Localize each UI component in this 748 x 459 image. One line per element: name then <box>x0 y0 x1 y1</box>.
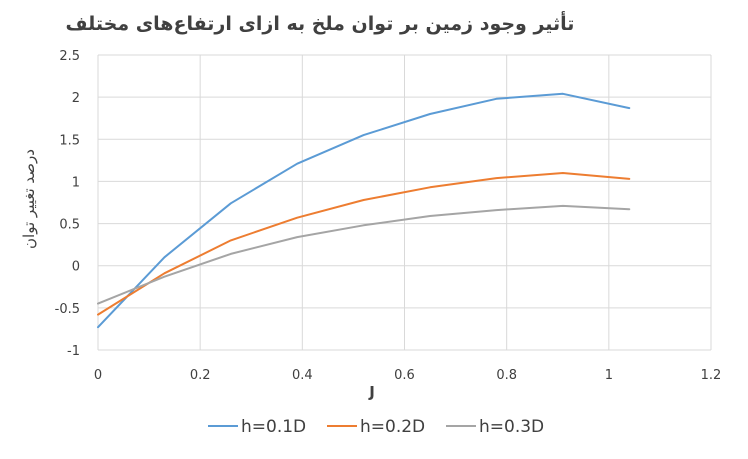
series-line-3 <box>97 204 631 305</box>
y-axis-label: درصد تغییر توان <box>20 149 38 249</box>
y-tick-label: 0.5 <box>59 218 80 233</box>
x-tick-label: 0.2 <box>190 368 211 383</box>
y-tick-label: 0 <box>72 260 80 275</box>
y-tick-label: 1.5 <box>59 133 80 148</box>
y-tick-label: -0.5 <box>55 302 80 317</box>
axes: 0 0.2 0.4 0.6 0.8 1 1.2 -1 -0.5 0 0.5 1 1.5 2 2.5 <box>55 49 722 383</box>
x-tick-label: 0.4 <box>292 368 313 383</box>
x-tick-label: 1.2 <box>701 368 722 383</box>
y-tick-label: 1 <box>72 175 80 190</box>
series-lines <box>97 92 631 329</box>
legend-label: h=0.3D <box>479 417 544 437</box>
x-tick-label: 0.8 <box>496 368 517 383</box>
grid <box>97 54 712 351</box>
legend-item: h=0.3D <box>446 417 544 437</box>
legend-item: h=0.2D <box>327 417 425 437</box>
y-tick-label: 2 <box>72 91 80 106</box>
y-tick-label: -1 <box>67 344 80 359</box>
x-tick-label: 1 <box>605 368 613 383</box>
legend-item: h=0.1D <box>208 417 306 437</box>
legend: h=0.1D h=0.2D h=0.3D <box>208 417 544 437</box>
series-line-1 <box>97 92 631 329</box>
x-tick-label: 0.6 <box>394 368 415 383</box>
series-line-2 <box>97 172 631 316</box>
legend-label: h=0.2D <box>360 417 425 437</box>
y-tick-label: 2.5 <box>59 49 80 64</box>
legend-label: h=0.1D <box>241 417 306 437</box>
chart-title: تأثیر وجود زمین بر توان ملخ به ازای ارتف… <box>66 11 575 35</box>
x-tick-label: 0 <box>94 368 102 383</box>
x-axis-label: J <box>368 383 375 401</box>
